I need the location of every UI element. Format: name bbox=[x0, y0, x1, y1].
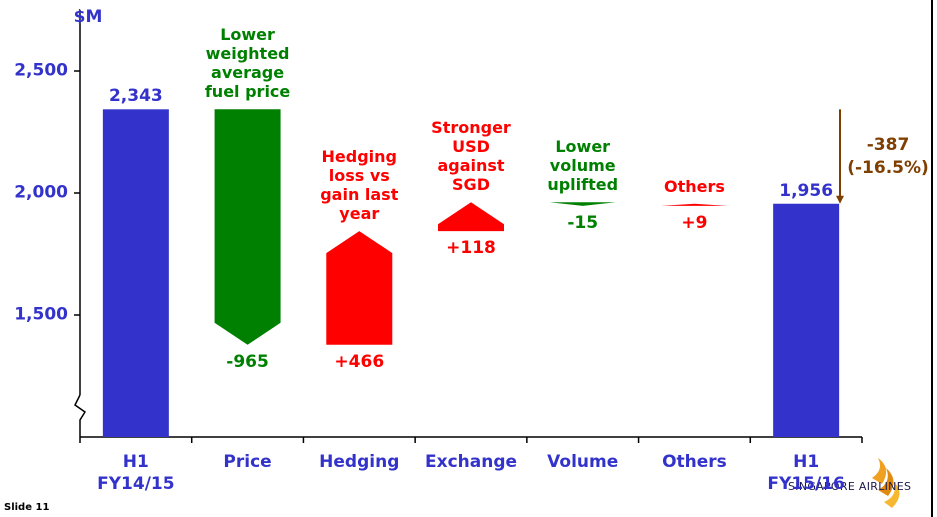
value-label: -965 bbox=[226, 351, 269, 372]
waterfall-arrow bbox=[661, 203, 728, 206]
value-label: 1,956 bbox=[779, 180, 834, 201]
y-axis-label: $M bbox=[73, 7, 103, 27]
waterfall-arrow bbox=[549, 202, 616, 206]
slide-number: Slide 11 bbox=[4, 502, 50, 513]
value-label: -15 bbox=[567, 212, 599, 233]
axis-break bbox=[74, 394, 87, 437]
x-tick-label: H1 FY14/15 bbox=[97, 452, 175, 494]
x-tick-label: Price bbox=[223, 452, 272, 472]
x-tick-label: Volume bbox=[547, 452, 619, 472]
description: Hedging loss vs gain last year bbox=[320, 147, 399, 224]
value-label: +118 bbox=[446, 238, 496, 259]
x-tick-label: Hedging bbox=[319, 452, 400, 472]
description: Others bbox=[663, 176, 725, 196]
y-tick-label: 1,500 bbox=[14, 304, 68, 325]
x-tick-label: Exchange bbox=[424, 452, 518, 472]
value-label: +9 bbox=[681, 212, 708, 233]
bar bbox=[102, 109, 169, 438]
waterfall-arrow bbox=[438, 202, 504, 232]
logo-text: SINGAPORE AIRLINES bbox=[788, 480, 912, 493]
x-tick-label: H1 FY15/16 bbox=[767, 452, 845, 494]
logo-icon bbox=[872, 458, 900, 508]
change-annotation: -387 (-16.5%) bbox=[847, 134, 929, 178]
y-tick-label: 2,500 bbox=[14, 60, 68, 81]
x-tick-label: Others bbox=[662, 452, 727, 472]
change-arrow-head bbox=[836, 195, 844, 204]
value-label: +466 bbox=[334, 351, 385, 372]
waterfall-arrow bbox=[214, 109, 281, 345]
description: Lower weighted average fuel price bbox=[204, 25, 291, 102]
bar bbox=[773, 203, 840, 437]
y-tick-label: 2,000 bbox=[14, 182, 68, 203]
waterfall-arrow bbox=[326, 231, 393, 345]
value-label: 2,343 bbox=[108, 86, 163, 107]
description: Stronger USD against SGD bbox=[431, 118, 511, 195]
description: Lower volume uplifted bbox=[547, 137, 619, 195]
